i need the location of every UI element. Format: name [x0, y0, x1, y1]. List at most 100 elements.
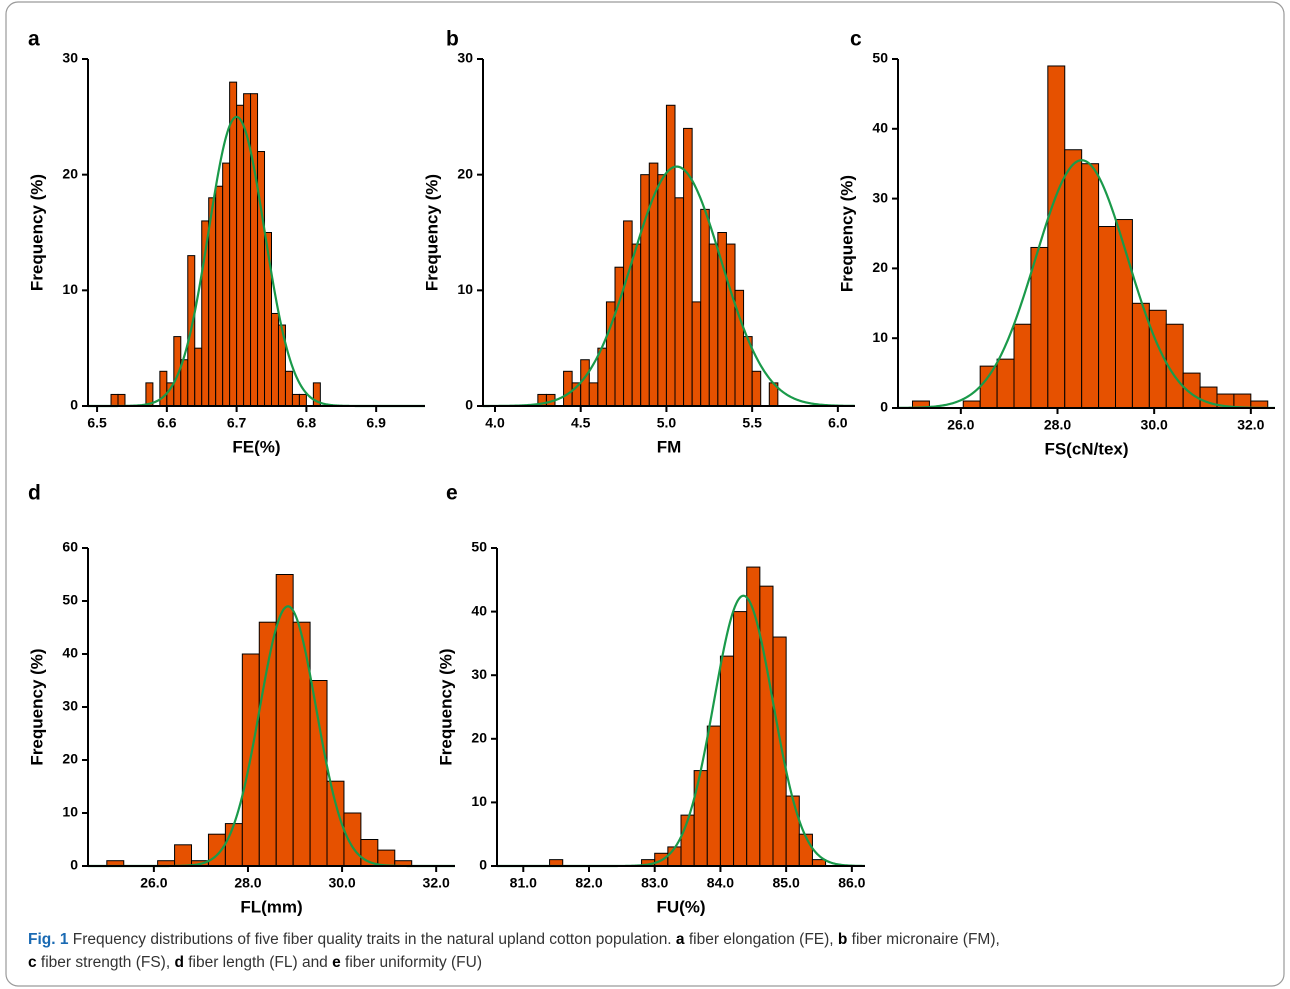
x-tick-label: 82.0	[575, 875, 602, 891]
bar	[207, 833, 226, 867]
x-tick-label: 26.0	[140, 875, 167, 891]
x-tick-label: 6.8	[297, 415, 317, 431]
fit-curve	[897, 159, 1275, 410]
x-tick-label: 81.0	[510, 875, 537, 891]
bar	[224, 823, 243, 867]
y-tick-label: 20	[471, 730, 487, 746]
caption-text: fiber micronaire (FM),	[847, 931, 1000, 948]
y-tick-label: 0	[465, 397, 473, 413]
y-tick-label: 50	[872, 50, 888, 66]
y-tick-label: 0	[70, 857, 78, 873]
x-tick-label: 86.0	[838, 875, 865, 891]
x-tick-label: 6.9	[366, 415, 386, 431]
y-tick-label: 40	[471, 602, 487, 618]
panel-letter: d	[28, 482, 41, 505]
y-tick-label: 30	[62, 698, 78, 714]
frame	[5, 1, 1285, 987]
y-tick-label: 10	[457, 281, 473, 297]
x-tick-label: 6.7	[227, 415, 247, 431]
bar	[580, 359, 590, 407]
caption-text: fiber strength (FS),	[36, 954, 175, 971]
bar	[588, 382, 599, 407]
bar	[614, 266, 625, 407]
y-tick-label: 50	[471, 539, 487, 555]
bar	[271, 312, 279, 407]
caption-text: fiber elongation (FE),	[684, 931, 838, 948]
bar	[377, 849, 396, 867]
y-tick-label: 30	[62, 50, 78, 66]
bar	[759, 585, 774, 867]
y-tick-label: 0	[880, 399, 888, 415]
bar	[1233, 393, 1252, 409]
bar	[657, 174, 667, 407]
bar	[665, 104, 676, 407]
y-tick-label: 10	[872, 329, 888, 345]
x-tick-label: 4.0	[485, 415, 505, 431]
bar	[708, 243, 719, 407]
bar	[563, 370, 573, 407]
bar	[1182, 372, 1201, 409]
y-tick-label: 60	[62, 539, 78, 555]
y-tick-label: 20	[872, 259, 888, 275]
bar	[284, 370, 293, 407]
x-tick-label: 84.0	[707, 875, 734, 891]
caption-line: Fig. 1 Frequency distributions of five f…	[28, 928, 1273, 951]
bar	[236, 104, 245, 407]
caption-text: b	[837, 931, 848, 948]
x-tick-label: 6.0	[828, 415, 848, 431]
bar	[719, 655, 735, 867]
bar	[717, 232, 727, 407]
fit-curve	[483, 165, 856, 408]
bar	[159, 370, 168, 407]
bar	[215, 185, 224, 407]
y-tick-label: 50	[62, 592, 78, 608]
bar	[631, 243, 642, 407]
y-axis-label: Frequency (%)	[27, 648, 46, 765]
x-tick-label: 32.0	[423, 875, 450, 891]
bar	[751, 370, 762, 407]
y-tick-label: 20	[62, 165, 78, 181]
x-tick-label: 30.0	[1141, 417, 1168, 433]
x-tick-label: 5.5	[742, 415, 762, 431]
x-tick-label: 28.0	[1044, 417, 1071, 433]
bar	[110, 393, 119, 407]
bar	[733, 611, 748, 867]
y-tick-label: 20	[457, 165, 473, 181]
panel-letter: e	[446, 482, 458, 505]
bar	[1047, 65, 1066, 409]
bar	[117, 393, 126, 407]
y-tick-label: 10	[471, 793, 487, 809]
x-axis-label: FU(%)	[656, 897, 705, 916]
y-axis-label: Frequency (%)	[837, 175, 856, 292]
bar	[298, 393, 307, 407]
bar	[194, 347, 203, 407]
bar	[229, 81, 238, 407]
bar	[772, 636, 787, 867]
panel-letter: a	[28, 28, 40, 51]
x-axis-label: FM	[657, 437, 682, 456]
y-tick-label: 20	[62, 751, 78, 767]
bar	[222, 162, 231, 407]
panel-letter: c	[850, 28, 862, 51]
x-tick-label: 32.0	[1237, 417, 1264, 433]
y-tick-label: 0	[479, 857, 487, 873]
bar	[785, 795, 800, 867]
caption-text: fiber uniformity (FU)	[340, 954, 482, 971]
bar	[996, 358, 1015, 409]
bar	[291, 393, 300, 407]
x-tick-label: 83.0	[641, 875, 668, 891]
bar	[700, 208, 710, 407]
x-tick-label: 28.0	[234, 875, 261, 891]
y-tick-label: 10	[62, 804, 78, 820]
caption-text: d	[174, 954, 184, 971]
caption-text: a	[675, 931, 685, 948]
x-tick-label: 6.5	[87, 415, 107, 431]
x-tick-label: 6.6	[157, 415, 177, 431]
bar	[1064, 149, 1083, 409]
bar	[979, 365, 998, 409]
bar	[250, 93, 259, 407]
y-tick-label: 40	[872, 120, 888, 136]
bar	[1098, 226, 1117, 409]
x-tick-label: 30.0	[328, 875, 355, 891]
